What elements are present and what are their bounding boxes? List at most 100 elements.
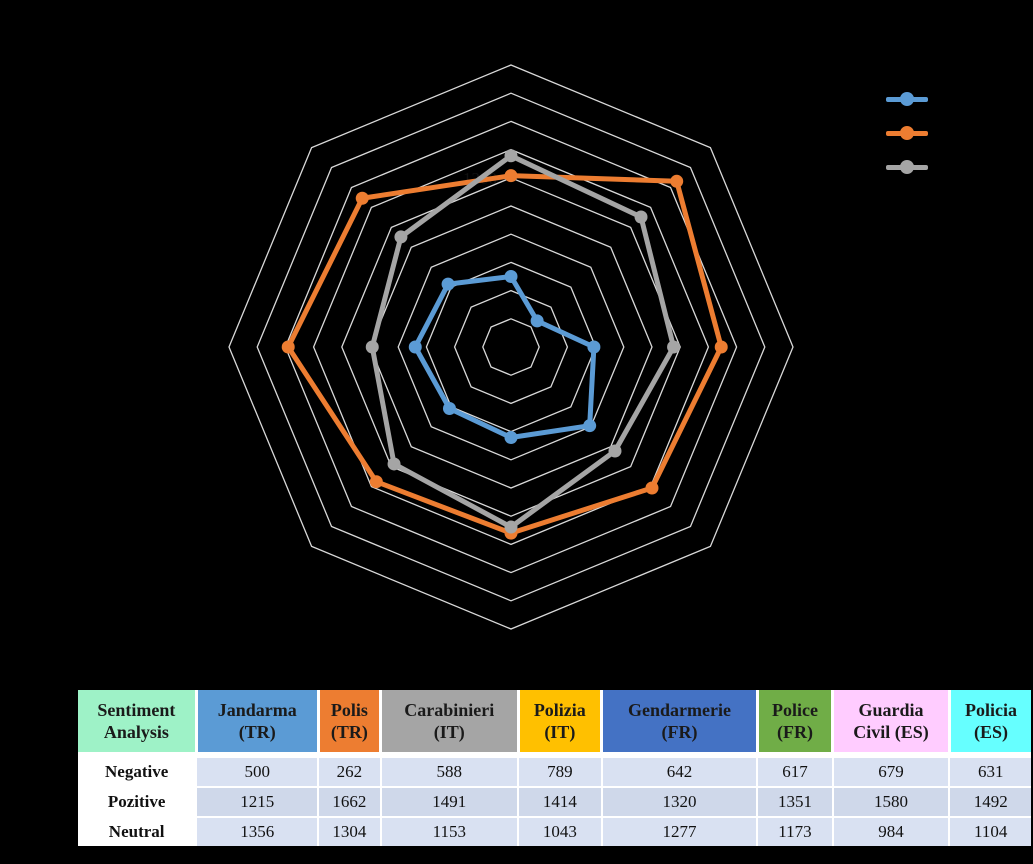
header-line-1: Guardia [858, 700, 924, 720]
header-line-1: Carabinieri [404, 700, 495, 720]
sentiment-table: Sentiment Analysis Jandarma (TR) Polis (TR) Ca… [78, 690, 1031, 846]
data-point-pozitive-0 [504, 169, 518, 183]
table-row: Pozitive 1215 1662 1491 1414 1320 1351 1580 1492 [78, 786, 1031, 817]
grid-ring-200 [482, 318, 540, 376]
table-row: Negative 500 262 588 789 642 617 679 631 [78, 752, 1031, 787]
data-point-negative-0 [504, 270, 518, 283]
data-point-neutral-4 [504, 520, 518, 534]
table-cell: 1277 [601, 816, 759, 846]
data-point-pozitive-1 [670, 174, 684, 188]
table-header-cell: Gendarmerie (FR) [601, 690, 759, 755]
table-cell: 1104 [949, 816, 1031, 846]
table-header-cell: Jandarma (TR) [196, 690, 320, 755]
series-line-negative [412, 274, 597, 441]
header-line-1: Polizia [533, 700, 586, 720]
data-point-neutral-1 [634, 210, 648, 224]
row-label: Neutral [78, 816, 198, 846]
table-cell: 262 [318, 752, 382, 787]
table-header-cell: Policia (ES) [949, 690, 1031, 755]
data-point-pozitive-2 [714, 340, 728, 354]
header-line-1: Policia [964, 700, 1017, 720]
chart-legend: Negative Pozitive Neutral [880, 88, 987, 190]
data-point-pozitive-3 [645, 481, 659, 495]
table-cell: 588 [380, 752, 520, 787]
grid-ring-400 [453, 289, 569, 405]
grid-ring-1800 [256, 92, 766, 602]
data-point-negative-4 [504, 431, 518, 445]
table-cell: 1580 [832, 786, 951, 817]
table-row: Neutral 1356 1304 1153 1043 1277 1173 984 1104 [78, 816, 1031, 846]
series-line-pozitive [285, 173, 724, 536]
data-point-neutral-0 [504, 149, 518, 163]
table-cell: 500 [196, 752, 320, 787]
data-point-negative-5 [442, 402, 456, 416]
header-line-2: Civil (ES) [853, 722, 929, 742]
table-cell: 631 [949, 752, 1031, 787]
table-cell: 1414 [518, 786, 603, 817]
data-point-pozitive-5 [369, 475, 383, 489]
table-cell: 1153 [380, 816, 520, 846]
grid-ring-1200 [341, 177, 681, 517]
table-cell: 1491 [380, 786, 520, 817]
table-header-cell: Guardia Civil (ES) [832, 690, 951, 755]
table-header-cell: Polis (TR) [318, 690, 383, 755]
data-point-neutral-6 [365, 340, 379, 354]
table-cell: 679 [832, 752, 951, 787]
table-cell: 1304 [318, 816, 382, 846]
table-cell: 1173 [757, 816, 834, 846]
header-line-2: (TR) [238, 722, 276, 742]
table-cell: 1356 [196, 816, 320, 846]
header-line-1: Sentiment [97, 700, 176, 720]
table-cell: 1662 [318, 786, 382, 817]
legend-label: Pozitive [936, 124, 982, 139]
table-cell: 1215 [196, 786, 320, 817]
header-line-2: (FR) [661, 722, 698, 742]
row-label: Pozitive [78, 786, 198, 817]
legend-item-negative: Negative [880, 88, 987, 122]
table-header-cell: Sentiment Analysis [78, 690, 198, 755]
table-cell: 789 [518, 752, 603, 787]
table-header-cell: Carabinieri (IT) [380, 690, 520, 755]
header-line-2: (TR) [330, 722, 368, 742]
header-line-2: (ES) [973, 722, 1008, 742]
data-point-pozitive-7 [355, 191, 369, 205]
row-label: Negative [78, 752, 198, 787]
grid-ring-1000 [369, 205, 653, 489]
data-point-pozitive-6 [281, 340, 295, 354]
legend-item-neutral: Neutral [880, 156, 978, 190]
data-point-negative-3 [583, 419, 597, 433]
data-point-neutral-3 [608, 444, 622, 458]
header-line-2: (IT) [433, 722, 465, 742]
legend-dot-marker [900, 126, 914, 140]
data-point-neutral-2 [667, 340, 681, 354]
data-point-negative-1 [530, 314, 544, 328]
grid-ring-800 [397, 233, 625, 461]
table-header-cell: Polizia (IT) [518, 690, 604, 755]
header-line-1: Gendarmerie [628, 700, 731, 720]
legend-item-pozitive: Pozitive [880, 122, 982, 156]
legend-label: Neutral [936, 158, 978, 173]
header-line-2: (IT) [544, 722, 576, 742]
legend-dot-marker [900, 160, 914, 174]
header-line-1: Police [771, 700, 818, 720]
header-line-1: Polis [330, 700, 368, 720]
table-header-cell: Police (FR) [757, 690, 835, 755]
radar-chart: 1200 [228, 64, 794, 630]
table-cell: 1351 [757, 786, 834, 817]
table-cell: 984 [832, 816, 951, 846]
data-point-neutral-7 [394, 230, 408, 244]
table-cell: 1320 [601, 786, 759, 817]
table-header-row: Sentiment Analysis Jandarma (TR) Polis (TR) Ca… [78, 690, 1031, 755]
header-line-2: (FR) [776, 722, 813, 742]
data-point-negative-6 [408, 340, 422, 354]
table-cell: 1043 [518, 816, 603, 846]
data-point-negative-2 [587, 340, 601, 354]
grid-ring-2000 [228, 64, 794, 630]
table-cell: 642 [601, 752, 759, 787]
table-cell: 617 [757, 752, 834, 787]
legend-dot-marker [900, 92, 914, 106]
legend-label: Negative [936, 90, 987, 105]
header-line-1: Jandarma [217, 700, 297, 720]
grid-ring-1400 [312, 148, 710, 546]
data-point-negative-7 [441, 277, 455, 291]
